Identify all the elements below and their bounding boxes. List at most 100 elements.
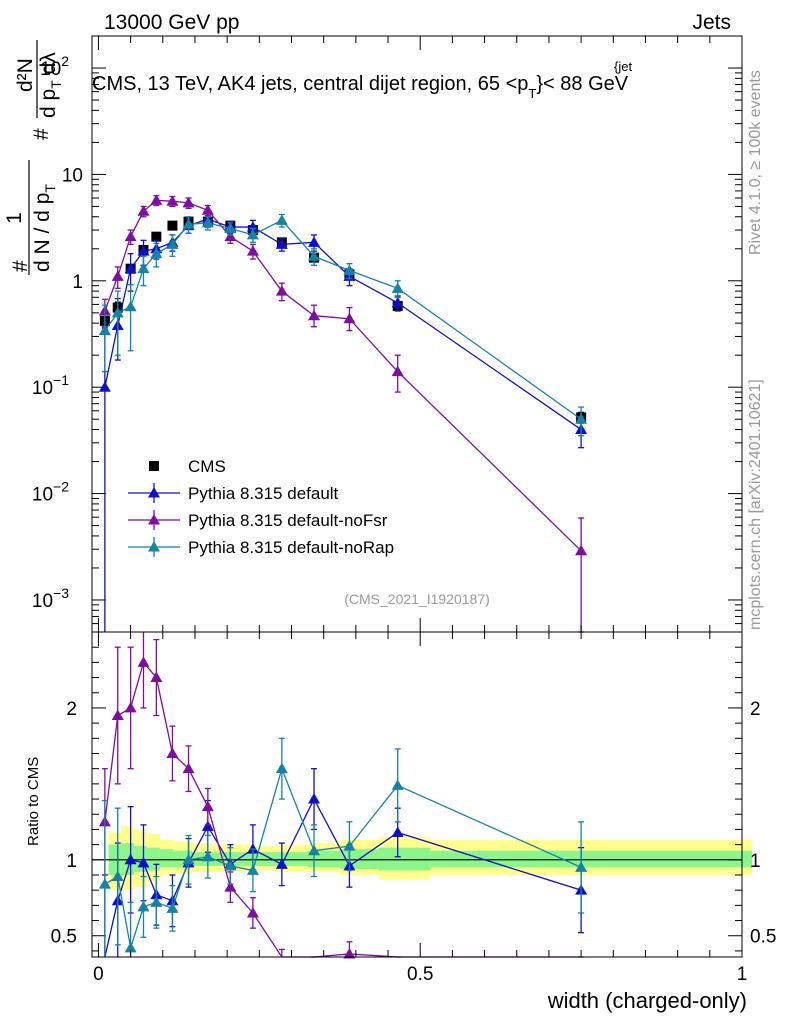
ratio-band-inner <box>159 849 173 868</box>
data-point <box>201 204 214 215</box>
data-point <box>167 220 178 231</box>
data-point <box>124 230 137 242</box>
main-ytick-label: 10−3 <box>32 585 69 612</box>
data-point <box>111 270 124 281</box>
data-point <box>575 544 588 556</box>
ratio-point <box>224 859 237 871</box>
chart-title: CMS, 13 TeV, AK4 jets, central dijet reg… <box>92 73 629 101</box>
data-point <box>98 324 111 336</box>
data-point <box>137 205 150 216</box>
ratio-point <box>575 861 588 872</box>
chart-title-sup: {jet <box>614 59 632 74</box>
data-point <box>275 214 288 225</box>
data-point <box>224 230 237 242</box>
ylabel-den: d N / d pT <box>31 184 58 272</box>
ratio-point <box>275 858 288 869</box>
legend-marker <box>148 514 160 525</box>
ratio-ytick-label: 0.5 <box>51 927 77 948</box>
main-panel: 10−3 10−2 10−1 1 10 102 <box>32 35 743 633</box>
data-point <box>391 296 404 308</box>
legend-marker <box>148 541 160 552</box>
side-mcplots: mcplots.cern.ch [arXiv:2401.10621] <box>747 379 764 630</box>
xtick-label: 1 <box>737 964 748 985</box>
ratio-panel: 0.5 0.5 1 1 2 2 <box>51 631 776 959</box>
ratio-ytick-label: 1 <box>66 851 77 872</box>
ratio-point <box>224 881 237 892</box>
legend-item: Pythia 8.315 default-noFsr <box>128 510 388 530</box>
ratio-band-inner <box>253 852 276 866</box>
ratio-point <box>137 856 150 868</box>
data-point <box>343 312 356 324</box>
ratio-point <box>246 906 259 918</box>
ratio-point <box>201 820 214 831</box>
legend-marker <box>149 461 159 471</box>
ratio-line <box>104 797 582 958</box>
ratio-point <box>343 840 356 851</box>
data-point <box>150 194 163 205</box>
ratio-point <box>391 826 404 837</box>
series-line <box>104 199 582 552</box>
ratio-point <box>201 800 214 812</box>
series-pythia-8-315-default <box>98 211 588 632</box>
legend-label: Pythia 8.315 default-noRap <box>188 538 394 557</box>
data-point <box>166 195 179 206</box>
data-point <box>275 285 288 296</box>
ylabel-num: 1 <box>3 212 26 224</box>
ylabel-frac-num: d²N <box>14 58 37 92</box>
data-point <box>137 262 150 274</box>
legend: CMS Pythia 8.315 default Pythia 8.315 defa… <box>128 457 394 557</box>
analysis-id: (CMS_2021_I1920187) <box>344 591 490 607</box>
ratio-point <box>111 870 124 882</box>
data-point <box>308 309 321 321</box>
ratio-point <box>137 656 150 667</box>
data-point <box>124 300 137 312</box>
ratio-point <box>111 709 124 721</box>
data-point <box>166 238 179 249</box>
header-left: 13000 GeV pp <box>104 11 239 34</box>
ratio-ytick-label: 2 <box>66 699 77 720</box>
data-point <box>111 306 124 318</box>
data-point <box>246 228 259 240</box>
ratio-point <box>98 878 111 889</box>
header-right: Jets <box>692 11 731 34</box>
x-axis: 0 0.5 1 <box>93 36 747 985</box>
data-point <box>391 365 404 377</box>
data-point <box>124 262 137 274</box>
ratio-point <box>124 941 137 953</box>
ratio-point <box>308 844 321 856</box>
data-point <box>182 218 195 229</box>
data-point <box>275 238 288 249</box>
ylabel-hash-1: # <box>9 260 32 272</box>
ratio-band-inner <box>430 850 752 868</box>
data-point <box>98 381 111 392</box>
main-ytick-label: 10−2 <box>32 479 69 506</box>
legend-label: Pythia 8.315 default-noFsr <box>188 511 388 530</box>
side-rivet: Rivet 4.1.0, ≥ 100k events <box>747 70 764 255</box>
data-point <box>137 245 150 256</box>
ratio-band-inner <box>378 847 431 871</box>
series-line <box>104 218 582 431</box>
legend-item: CMS <box>149 457 226 476</box>
ratio-point <box>137 900 150 912</box>
data-point <box>308 250 321 261</box>
legend-item: Pythia 8.315 default <box>128 483 339 503</box>
ratio-point <box>308 793 321 804</box>
ratio-point <box>166 902 179 913</box>
ratio-pythia-8-315-default-norap <box>98 737 588 957</box>
ylabel-hash-2: # <box>30 128 53 140</box>
series-pythia-8-315-default-norap <box>98 213 588 437</box>
ratio-point <box>182 853 195 865</box>
ratio-point <box>246 843 259 854</box>
legend-item: Pythia 8.315 default-noRap <box>128 537 394 557</box>
ratio-point <box>150 671 163 683</box>
ylabel-frac-den: d pT dλ <box>37 52 64 118</box>
series-pythia-8-315-default-nofsr <box>98 194 588 633</box>
legend-label: Pythia 8.315 default <box>188 484 339 503</box>
data-point <box>391 282 404 293</box>
ratio-point <box>150 896 163 907</box>
ratio-point <box>201 850 214 862</box>
ratio-point <box>166 747 179 758</box>
ratio-frame <box>91 631 743 958</box>
ratio-point <box>275 762 288 774</box>
